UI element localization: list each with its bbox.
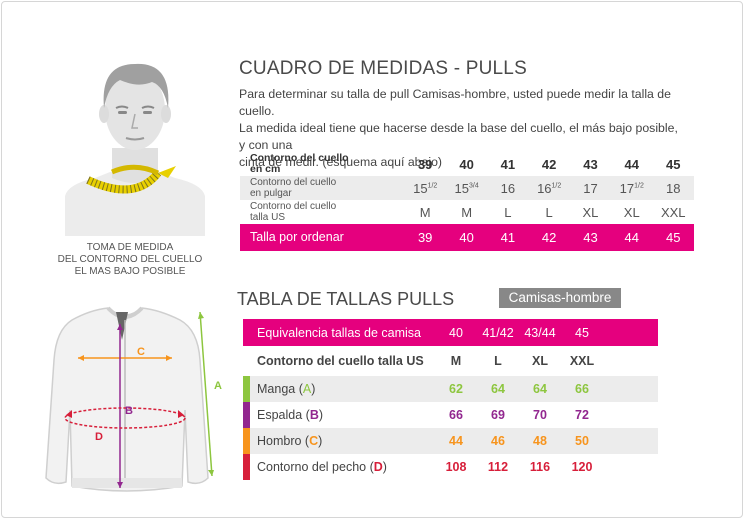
table-cell: 151/2 <box>404 176 446 200</box>
table-cell: XXL <box>569 354 595 368</box>
table-cell: 43/44 <box>519 319 561 346</box>
row-label: Talla por ordenar <box>240 224 405 251</box>
table-cell: 43 <box>569 224 612 251</box>
caption-line-3: EL MAS BAJO POSIBLE <box>74 266 186 277</box>
table-cell: 153/4 <box>445 176 488 200</box>
table-cell: 40 <box>459 156 474 172</box>
table-cell: 66 <box>561 376 603 402</box>
sizes-row-shoulder: Hombro (C) 44 46 48 50 <box>243 428 658 454</box>
neck-row-cm: Contorno del cuello en cm 39 40 41 42 43 … <box>240 152 694 176</box>
table-cell: 70 <box>533 408 547 422</box>
sweater-illustration <box>45 306 214 492</box>
intro-line-3: cinta de medir. (esquema aquí abajo) <box>239 155 443 169</box>
table-cell <box>603 454 658 480</box>
intro-line-2: La medida ideal tiene que hacerse desde … <box>239 121 678 152</box>
table-cell: XL <box>532 354 548 368</box>
table-cell: 41 <box>487 224 529 251</box>
table-cell: 18 <box>652 176 694 200</box>
caption-line-1: TOMA DE MEDIDA <box>86 242 174 253</box>
table-cell: 44 <box>611 224 653 251</box>
table-cell: 41 <box>500 156 516 172</box>
sizes-row-back: Espalda (B) 66 69 70 72 <box>243 402 658 428</box>
table-cell: 64 <box>477 376 519 402</box>
head-illustration <box>65 63 205 236</box>
diagram-label-d: D <box>95 431 103 443</box>
table-cell: 108 <box>445 460 467 474</box>
neck-row-us: Contorno del cuello talla US M M L L XL X… <box>240 200 694 224</box>
table-cell: 44 <box>435 428 477 454</box>
table-cell: 46 <box>477 428 519 454</box>
table-cell: 45 <box>666 156 681 172</box>
table-cell: 171/2 <box>611 176 653 200</box>
row-label: Contorno del cuello talla US <box>250 201 337 223</box>
table-cell: L <box>494 354 502 368</box>
table-cell: XL <box>582 204 599 220</box>
sizes-title: TABLA DE TALLAS PULLS <box>237 289 455 309</box>
table-cell: L <box>545 204 553 220</box>
measure-caption: TOMA DE MEDIDA DEL CONTORNO DEL CUELLO E… <box>40 242 220 278</box>
neck-row-order-size: Talla por ordenar 39 40 41 42 43 44 45 <box>240 224 694 251</box>
table-cell <box>603 346 658 376</box>
table-cell: 39 <box>404 224 446 251</box>
page-title: CUADRO DE MEDIDAS - PULLS <box>239 58 527 79</box>
row-label: Manga (A) <box>243 376 435 402</box>
row-label: Hombro (C) <box>243 428 435 454</box>
diagram-label-a: A <box>214 380 222 392</box>
sizes-table: Equivalencia tallas de camisa 40 41/42 4… <box>243 319 658 480</box>
table-cell: 41/42 <box>477 319 519 346</box>
table-cell <box>603 319 658 346</box>
row-label: Contorno del cuello talla US <box>257 354 424 368</box>
table-cell: 45 <box>652 224 694 251</box>
diagram-label-c: C <box>137 346 145 358</box>
row-label: Contorno del pecho (D) <box>243 454 435 480</box>
table-cell: 42 <box>541 156 557 172</box>
row-label: Contorno del cuello en cm <box>250 152 349 175</box>
sizes-row-equiv: Equivalencia tallas de camisa 40 41/42 4… <box>243 319 658 346</box>
category-tag: Camisas-hombre <box>499 288 621 308</box>
table-cell: 48 <box>519 428 561 454</box>
table-cell: 72 <box>575 408 589 422</box>
table-cell: 64 <box>519 376 561 402</box>
caption-line-2: DEL CONTORNO DEL CUELLO <box>57 254 203 265</box>
table-cell: 43 <box>583 156 598 172</box>
sizes-row-sleeve: Manga (A) 62 64 64 66 <box>243 376 658 402</box>
table-cell: 39 <box>417 156 433 172</box>
table-cell: 161/2 <box>528 176 570 200</box>
diagram-label-b: B <box>125 405 133 417</box>
table-cell: L <box>504 204 512 220</box>
intro-line-1: Para determinar su talla de pull Camisas… <box>239 87 671 118</box>
table-cell: 40 <box>435 319 477 346</box>
table-cell: 45 <box>561 319 603 346</box>
neck-row-inch: Contorno del cuello en pulgar 151/2 153/4… <box>240 176 694 200</box>
table-cell: XL <box>623 204 640 220</box>
table-cell <box>603 376 658 402</box>
row-label: Contorno del cuello en pulgar <box>240 176 405 200</box>
table-cell: 17 <box>569 176 612 200</box>
table-cell: 120 <box>571 460 593 474</box>
table-cell: 42 <box>528 224 570 251</box>
neck-size-table: Contorno del cuello en cm 39 40 41 42 43 … <box>240 152 694 251</box>
table-cell: 116 <box>529 460 551 474</box>
table-cell: 69 <box>491 408 505 422</box>
table-cell: 112 <box>487 460 509 474</box>
table-cell: XXL <box>660 204 686 220</box>
intro-text: Para determinar su talla de pull Camisas… <box>239 86 679 171</box>
sizes-row-head: Contorno del cuello talla US M L XL XXL <box>243 346 658 376</box>
table-cell: 66 <box>449 408 463 422</box>
table-cell: 44 <box>624 156 639 172</box>
table-cell <box>603 428 658 454</box>
table-cell: M <box>419 204 431 220</box>
row-label: Espalda (B) <box>243 402 435 428</box>
table-cell: 40 <box>445 224 488 251</box>
table-cell: 50 <box>561 428 603 454</box>
row-label: Equivalencia tallas de camisa <box>243 319 435 346</box>
table-cell: 62 <box>435 376 477 402</box>
table-cell: 16 <box>487 176 529 200</box>
sizes-row-chest: Contorno del pecho (D) 108 112 116 120 <box>243 454 658 480</box>
table-cell <box>603 402 658 428</box>
table-cell: M <box>450 354 462 368</box>
table-cell: M <box>461 204 473 220</box>
